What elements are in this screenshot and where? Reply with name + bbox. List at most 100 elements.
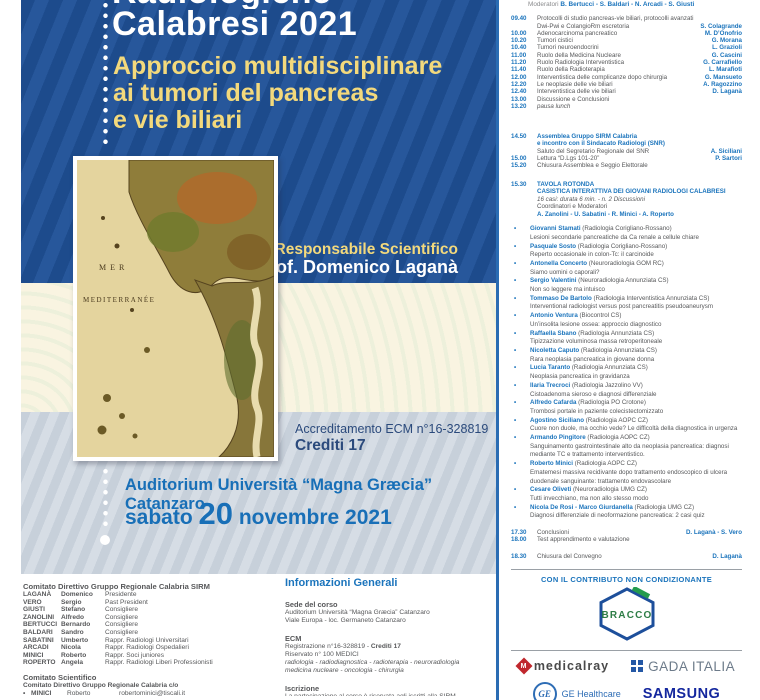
scientifico-subheading: Comitato Direttivo Gruppo Regionale Cala… — [23, 681, 179, 689]
case-affiliation: (Radiologia AOPC CZ) — [585, 434, 650, 442]
sede-heading: Sede del corso — [285, 600, 338, 609]
schedule-topic: pausa lunch — [537, 102, 571, 110]
schedule-time: 11.00 — [511, 51, 527, 59]
case-body: Sergio Valentini (Neuroradiologia Annunz… — [530, 277, 742, 294]
schedule-time: 10.40 — [511, 44, 527, 52]
bullet-icon: • — [514, 346, 517, 354]
assembly-time: 15.20 — [511, 162, 527, 170]
schedule-row: 10.00 Adenocarcinoma pancreatico M. D’On… — [511, 30, 742, 37]
moderators-names: B. Bertucci - S. Baldari - N. Arcadi - S… — [560, 1, 695, 8]
direttivo-row: BERTUCCI Bernardo Consigliere — [23, 621, 267, 629]
closing-row: 17.30 Conclusioni D. Laganà - S. Vero — [511, 529, 742, 536]
bullet-icon: • — [514, 416, 517, 424]
info-title: Informazioni Generali — [285, 577, 398, 589]
schedule-time: 12.00 — [511, 73, 527, 81]
member-role: Rappr. Soci juniores — [105, 651, 165, 659]
case-topic: Interventional radiologist versus post p… — [530, 303, 713, 311]
case-header: Roberto Minici (Radiologia AOPC CZ) — [530, 460, 742, 469]
event-subtitle: Approccio multidisciplinare ai tumori de… — [113, 53, 442, 134]
separator-rule-bottom — [511, 649, 742, 651]
bullet-icon: • — [514, 242, 517, 250]
case-affiliation: (Radiologia Interventistica Annunziata C… — [591, 294, 710, 302]
closing-row: 18.00 Test apprendimento e valutazione — [511, 536, 742, 543]
case-speaker-name: Tommaso De Bartolo — [530, 294, 592, 302]
schedule-time: 13.00 — [511, 95, 527, 103]
schedule-topic: Interventistica delle vie biliari — [537, 88, 616, 96]
case-item: • Cesare Oliveti (Neuroradiologia UMG CZ… — [511, 486, 742, 503]
case-body: Lucia Taranto (Radiologia Annunziata CS)… — [530, 364, 742, 381]
bullet-icon: • — [514, 381, 517, 389]
case-topic: Reperto occasionale in colon-Tc: il carc… — [530, 251, 654, 259]
member-surname: BALDARI — [23, 628, 53, 636]
medicalray-logo: M medicalray — [515, 657, 609, 675]
case-header: Alfredo Cafarda (Radiologia PO Crotone) — [530, 399, 742, 408]
case-affiliation: (Radiologia PO Crotone) — [576, 399, 646, 407]
case-body: Antonella Concerto (Neuroradiologia GOM … — [530, 260, 742, 277]
member-surname: BERTUCCI — [23, 621, 58, 629]
roundtable-time: 15.30 — [511, 180, 527, 188]
map-illustration: MER MEDITERRANÉE — [77, 159, 275, 458]
ecm-credits-text: Crediti 17 — [370, 643, 401, 650]
case-affiliation: (Neuroradiologia GOM RC) — [587, 259, 664, 267]
schedule-time: 10.20 — [511, 37, 527, 45]
case-topic: Tipizzazione voluminosa massa retroperit… — [530, 338, 663, 346]
moderators-line: Moderatori B. Bertucci - S. Baldari - N.… — [511, 1, 742, 8]
direttivo-row: ARCADI Nicola Rappr. Radiologi Ospedalie… — [23, 644, 267, 652]
schedule-topic: Tumori neuroendocrini — [537, 44, 599, 52]
antique-calabria-map: MER MEDITERRANÉE — [73, 156, 278, 461]
closing-text: Chiusura del Convegno — [537, 552, 602, 560]
case-body: Roberto Minici (Radiologia AOPC CZ) Emat… — [530, 460, 742, 486]
case-affiliation: (Radiologia AOPC CZ) — [583, 416, 648, 424]
direttivo-row: BALDARI Sandro Consigliere — [23, 629, 267, 637]
bullet-icon: • — [514, 277, 517, 285]
schedule-speaker: G. Carrafiello — [703, 59, 742, 67]
schedule-row: 13.20 pausa lunch — [511, 103, 742, 110]
separator-rule-top — [511, 568, 742, 570]
member-firstname: Bernardo — [61, 621, 91, 629]
medicalray-m: M — [520, 662, 527, 670]
schedule-topic: Le neoplasie delle vie biliari — [537, 80, 613, 88]
sede-line-2: Viale Europa - loc. Germaneto Catanzaro — [285, 617, 406, 624]
ge-monogram-icon: GE — [532, 681, 557, 700]
schedule-row: 12.40 Interventistica delle vie biliari … — [511, 88, 742, 95]
gada-wordmark: GADA ITALIA — [648, 658, 736, 674]
direttivo-row: ROPERTO Angela Rappr. Radiologi Liberi P… — [23, 659, 267, 667]
case-speaker-name: Pasquale Sosto — [530, 242, 577, 250]
ecm-heading: ECM — [285, 634, 302, 643]
member-firstname: Roberto — [67, 689, 91, 697]
case-header: Antonio Ventura (Biocontrol CS) — [530, 312, 742, 321]
assembly-row: 15.00 Lettura “D.Lgs 101-20” P. Sartori — [511, 155, 742, 162]
gada-logo: GADA ITALIA — [631, 659, 735, 674]
case-item: • Giovanni Stamati (Radiologia Coriglian… — [511, 225, 742, 242]
case-speaker-name: Roberto Minici — [530, 460, 573, 468]
closing-time: 18.30 — [511, 552, 527, 560]
schedule-topic: Adenocarcinoma pancreatico — [537, 29, 618, 37]
case-item: • Antonella Concerto (Neuroradiologia GO… — [511, 260, 742, 277]
date-suffix: novembre 2021 — [238, 506, 392, 529]
case-topic: Siamo uomini o caporali? — [530, 268, 600, 276]
assembly-text: e incontro con il Sindacato Radiologi (S… — [537, 140, 665, 148]
schedule-row: 11.00 Ruolo della Medicina Nucleare G. C… — [511, 52, 742, 59]
case-item: • Tommaso De Bartolo (Radiologia Interve… — [511, 295, 742, 312]
member-role: Consigliere — [105, 628, 138, 636]
contribution-note: CON IL CONTRIBUTO NON CONDIZIONANTE — [540, 574, 713, 584]
case-topic: Rara neoplasia pancreatica in giovane do… — [530, 355, 655, 363]
scientific-lead-block: Responsabile Scientifico Prof. Domenico … — [257, 241, 458, 277]
map-sea-label-mer: MER — [99, 263, 128, 272]
case-item: • Sergio Valentini (Neuroradiologia Annu… — [511, 277, 742, 294]
case-topic: Cistoadenoma sieroso e diagnosi differen… — [530, 390, 657, 398]
closing-text: Conclusioni — [537, 529, 569, 537]
scientifico-block: Comitato Scientifico Comitato Direttivo … — [23, 673, 267, 697]
bracco-hexagon-icon: BRACCO — [599, 586, 654, 641]
sponsor-row-2: GE GE Healthcare SAMSUNG — [511, 681, 742, 700]
roundtable-title: TAVOLA ROTONDA — [537, 180, 595, 188]
member-role: Past President — [105, 598, 148, 606]
bullet-icon: • — [23, 689, 26, 697]
subtitle-line-3: e vie biliari — [113, 106, 243, 134]
case-topic: Neoplasia pancreatica in gravidanza — [530, 373, 630, 381]
case-body: Pasquale Sosto (Radiologia Corigliano-Ro… — [530, 243, 742, 260]
ge-healthcare-logo: GE GE Healthcare — [532, 681, 621, 700]
roundtable-coordinators-label: Coordinatori e Moderatori — [537, 203, 608, 211]
ecm-accreditation: Accreditamento ECM n°16-328819 — [295, 422, 489, 436]
member-surname: ZANOLINI — [23, 613, 55, 621]
